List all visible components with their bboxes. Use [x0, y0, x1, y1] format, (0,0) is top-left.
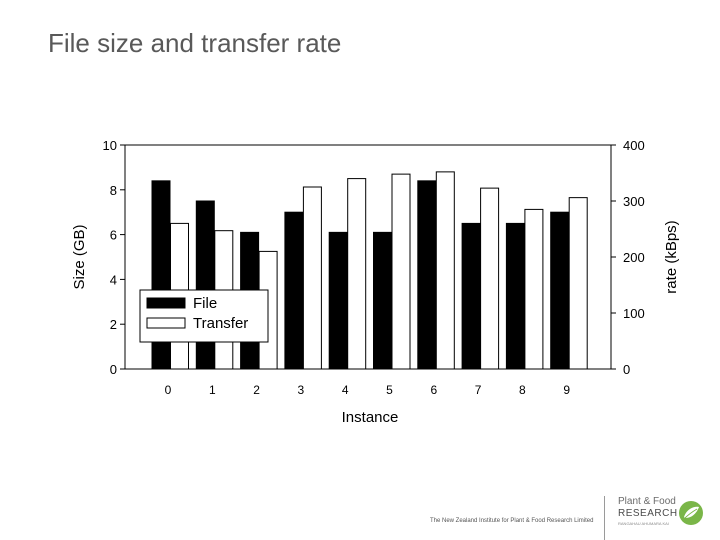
logo-line2: RESEARCH — [618, 508, 678, 519]
x-tick-label: 1 — [209, 383, 216, 397]
x-tick-label: 0 — [165, 383, 172, 397]
file-bar — [417, 180, 437, 370]
y-axis-label: Size (GB) — [71, 224, 88, 289]
logo-line1: Plant & Food — [618, 496, 676, 507]
y-tick-label: 6 — [110, 228, 117, 243]
x-tick-label: 6 — [430, 383, 437, 397]
x-tick-label: 3 — [298, 383, 305, 397]
transfer-bar — [435, 171, 455, 370]
legend-swatch — [146, 317, 186, 329]
x-tick-label: 7 — [475, 383, 482, 397]
legend: File Transfer — [139, 289, 269, 343]
y2-tick-label: 400 — [623, 138, 645, 153]
y2-tick-label: 0 — [623, 362, 630, 377]
x-tick-label: 8 — [519, 383, 526, 397]
y2-tick-label: 200 — [623, 250, 645, 265]
y2-tick-label: 100 — [623, 306, 645, 321]
file-bar — [284, 211, 304, 370]
bars — [151, 171, 588, 370]
transfer-bar — [302, 186, 322, 370]
legend-label: File — [193, 295, 217, 312]
file-bar — [505, 222, 525, 370]
file-bar — [328, 231, 348, 370]
leaf-icon — [679, 501, 703, 525]
transfer-bar — [568, 197, 588, 370]
legend-label: Transfer — [193, 315, 248, 332]
slide-title: File size and transfer rate — [48, 28, 342, 58]
logo-divider — [604, 496, 605, 540]
legend-swatch — [146, 297, 186, 309]
x-axis-label: Instance — [342, 409, 399, 426]
transfer-bar — [480, 187, 500, 370]
y-tick-label: 4 — [110, 272, 117, 287]
x-tick-label: 4 — [342, 383, 349, 397]
y2-axis-label: rate (kBps) — [663, 220, 680, 293]
x-tick-label: 5 — [386, 383, 393, 397]
y-tick-label: 8 — [110, 183, 117, 198]
y2-tick-label: 300 — [623, 194, 645, 209]
transfer-bar — [347, 178, 367, 370]
transfer-bar — [391, 173, 411, 370]
y-tick-label: 2 — [110, 317, 117, 332]
file-bar — [195, 200, 215, 370]
footer-text: The New Zealand Institute for Plant & Fo… — [430, 518, 594, 524]
file-bar — [373, 231, 392, 370]
x-tick-label: 2 — [253, 383, 260, 397]
logo-tagline: RANGAHAU AHUMARA KAI — [618, 521, 669, 526]
file-bar — [550, 211, 570, 370]
y-tick-label: 0 — [110, 362, 117, 377]
x-tick-label: 9 — [563, 383, 570, 397]
y-tick-label: 10 — [103, 138, 117, 153]
file-bar — [461, 222, 481, 370]
transfer-bar — [524, 208, 544, 370]
plant-food-research-logo: Plant & Food RESEARCH RANGAHAU AHUMARA K… — [604, 494, 714, 540]
